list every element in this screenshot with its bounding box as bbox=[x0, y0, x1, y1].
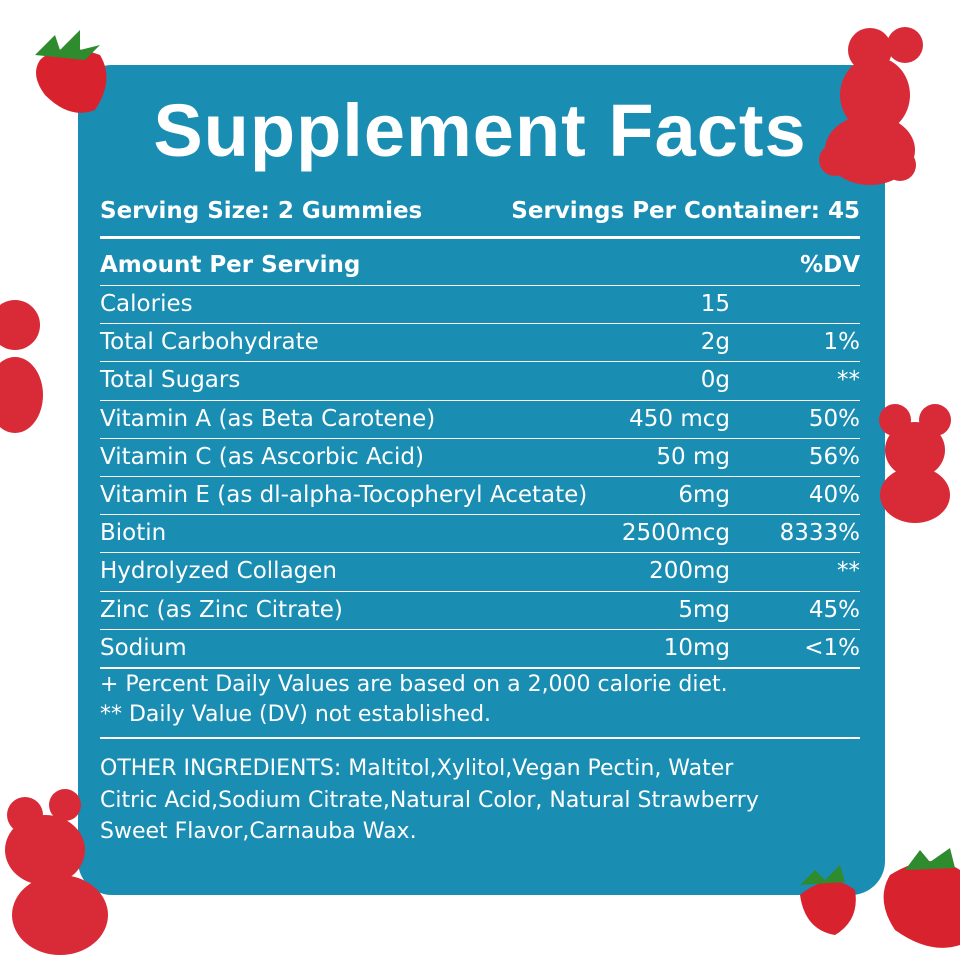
divider bbox=[100, 737, 860, 739]
daily-value: 40% bbox=[808, 482, 860, 508]
daily-value: 56% bbox=[808, 443, 860, 470]
table-header: Amount Per Serving %DV bbox=[100, 246, 860, 284]
amount: 2g bbox=[700, 329, 730, 356]
strawberry bbox=[800, 865, 856, 935]
amount: 6mg bbox=[678, 482, 730, 508]
amount: 200mg bbox=[649, 558, 730, 585]
divider bbox=[100, 552, 860, 554]
header-cell: %DV bbox=[800, 252, 860, 278]
nutrient-name: Vitamin C (as Ascorbic Acid) bbox=[100, 443, 424, 470]
footnote: ** Daily Value (DV) not established. bbox=[100, 702, 492, 727]
divider bbox=[100, 323, 860, 325]
divider bbox=[100, 667, 860, 669]
daily-value: <1% bbox=[804, 634, 860, 661]
nutrient-name: Sodium bbox=[100, 634, 187, 661]
divider bbox=[100, 361, 860, 363]
daily-value: ** bbox=[837, 367, 860, 394]
divider bbox=[100, 285, 860, 286]
table-row: Total Carbohydrate 2g 1% bbox=[100, 323, 860, 361]
table-row: Vitamin A (as Beta Carotene) 450 mcg 50% bbox=[100, 400, 860, 438]
amount: 0g bbox=[700, 367, 730, 394]
gummy-bear bbox=[879, 404, 951, 523]
strawberry bbox=[35, 30, 107, 113]
daily-value: ** bbox=[837, 558, 860, 585]
nutrient-name: Total Sugars bbox=[100, 367, 241, 394]
nutrient-name: Biotin bbox=[100, 520, 167, 547]
daily-value: 1% bbox=[823, 329, 861, 356]
ingredients-line: Citric Acid,Sodium Citrate,Natural Color… bbox=[100, 787, 759, 813]
table-row: Calories 15 bbox=[100, 285, 860, 323]
divider bbox=[100, 399, 860, 401]
amount: 15 bbox=[700, 291, 730, 317]
servings-per-container: Servings Per Container: 45 bbox=[511, 198, 860, 224]
divider bbox=[100, 476, 860, 477]
table-row: Sodium 10mg <1% bbox=[100, 629, 860, 667]
table-row: Vitamin C (as Ascorbic Acid) 50 mg 56% bbox=[100, 438, 860, 476]
divider bbox=[100, 437, 860, 439]
nutrient-name: Hydrolyzed Collagen bbox=[100, 558, 337, 585]
daily-value: 8333% bbox=[779, 520, 860, 547]
amount: 2500mcg bbox=[621, 520, 730, 547]
nutrient-name: Total Carbohydrate bbox=[100, 329, 319, 356]
nutrient-name: Zinc (as Zinc Citrate) bbox=[100, 596, 343, 623]
divider bbox=[100, 628, 860, 630]
amount: 50 mg bbox=[656, 443, 730, 470]
ingredients-line: Sweet Flavor,Carnauba Wax. bbox=[100, 819, 417, 844]
daily-value: 50% bbox=[808, 405, 860, 432]
table-row: Zinc (as Zinc Citrate) 5mg 45% bbox=[100, 591, 860, 629]
nutrient-name: Vitamin A (as Beta Carotene) bbox=[100, 405, 436, 432]
ingredients-line: OTHER INGREDIENTS: Maltitol,Xylitol,Vega… bbox=[100, 756, 734, 781]
daily-value: 45% bbox=[808, 596, 860, 623]
strawberry bbox=[883, 848, 960, 948]
table-row: Hydrolyzed Collagen 200mg ** bbox=[100, 552, 860, 590]
divider bbox=[100, 514, 860, 516]
divider bbox=[100, 236, 860, 239]
amount: 10mg bbox=[663, 634, 730, 661]
table-row: Biotin 2500mcg 8333% bbox=[100, 514, 860, 552]
table-row: Vitamin E (as dl-alpha-Tocopheryl Acetat… bbox=[100, 476, 860, 514]
title: Supplement Facts bbox=[153, 89, 807, 172]
serving-size: Serving Size: 2 Gummies bbox=[100, 198, 423, 224]
amount: 5mg bbox=[678, 596, 730, 623]
footnote: + Percent Daily Values are based on a 2,… bbox=[100, 672, 728, 697]
header-cell: Amount Per Serving bbox=[100, 252, 361, 278]
amount: 450 mcg bbox=[629, 405, 730, 432]
table-row: Total Sugars 0g ** bbox=[100, 361, 860, 399]
nutrient-name: Vitamin E (as dl-alpha-Tocopheryl Acetat… bbox=[100, 482, 588, 508]
gummy-bear bbox=[5, 789, 108, 955]
gummy-bear bbox=[0, 300, 43, 433]
gummy-bear bbox=[819, 27, 923, 185]
divider bbox=[100, 590, 860, 592]
label-panel bbox=[78, 65, 885, 895]
nutrient-name: Calories bbox=[100, 291, 193, 317]
